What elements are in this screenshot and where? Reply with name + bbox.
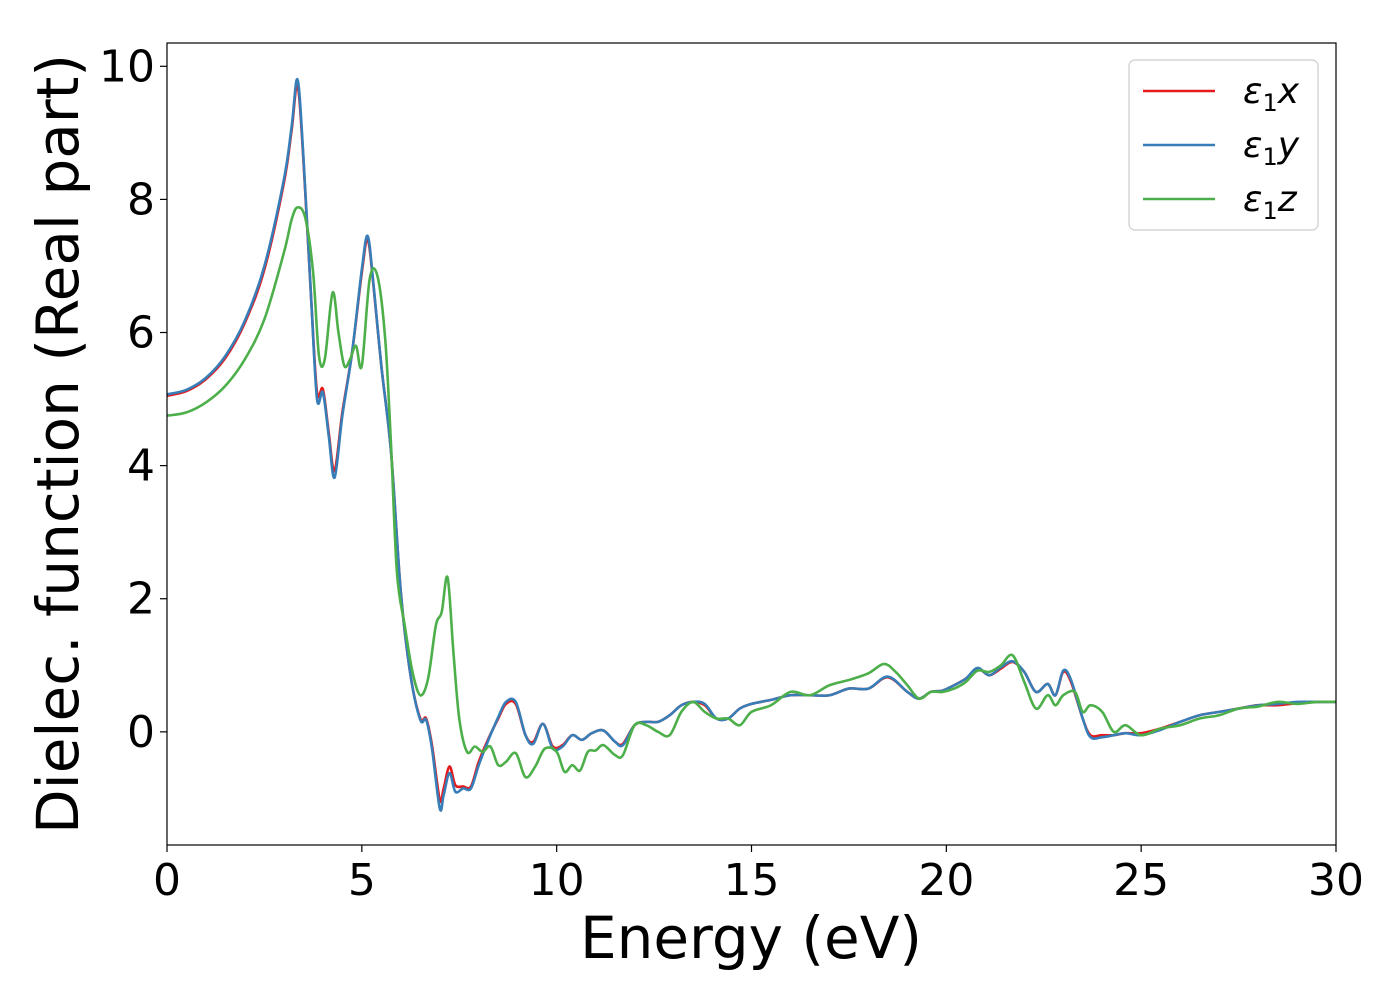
x-tick-label: 25 (1113, 855, 1169, 906)
y-tick-label: 10 (99, 41, 155, 92)
x-tick-label: 20 (918, 855, 974, 906)
series-line-z (167, 206, 1336, 779)
x-tick-label: 15 (724, 855, 780, 906)
x-tick-label: 5 (348, 855, 376, 906)
legend-label-z: ε1z (1243, 179, 1298, 225)
x-axis-ticks: 0 5 10 15 20 25 30 (153, 845, 1364, 906)
x-tick-label: 30 (1308, 855, 1364, 906)
y-tick-label: 8 (127, 174, 155, 225)
y-axis-label: Dielec. function (Real part) (24, 54, 92, 834)
y-axis-ticks: 0 2 4 6 8 10 (99, 41, 167, 758)
series-line-y (167, 78, 1336, 812)
series-layer (167, 78, 1336, 812)
x-axis-label: Energy (eV) (580, 904, 922, 972)
y-tick-label: 0 (127, 707, 155, 758)
y-tick-label: 4 (127, 441, 155, 492)
y-tick-label: 6 (127, 308, 155, 359)
legend: ε1x ε1y ε1z (1128, 59, 1319, 231)
x-tick-label: 10 (529, 855, 585, 906)
legend-label-x: ε1x (1243, 71, 1300, 117)
legend-items: ε1x ε1y ε1z (1143, 71, 1300, 225)
x-tick-label: 0 (153, 855, 181, 906)
y-tick-label: 2 (127, 574, 155, 625)
legend-label-y: ε1y (1243, 125, 1300, 171)
legend-box (1128, 59, 1319, 231)
